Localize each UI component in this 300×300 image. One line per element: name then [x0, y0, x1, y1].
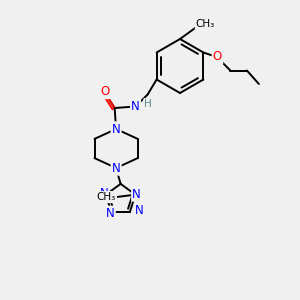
- Text: N: N: [112, 161, 121, 175]
- Text: N: N: [106, 207, 115, 220]
- Text: CH₃: CH₃: [97, 192, 116, 202]
- Text: H: H: [144, 99, 152, 109]
- Text: N: N: [112, 122, 121, 136]
- Text: N: N: [135, 204, 144, 217]
- Text: O: O: [213, 50, 222, 64]
- Text: O: O: [100, 85, 109, 98]
- Text: N: N: [132, 188, 141, 201]
- Text: N: N: [131, 100, 140, 113]
- Text: N: N: [100, 187, 109, 200]
- Text: CH₃: CH₃: [196, 19, 215, 29]
